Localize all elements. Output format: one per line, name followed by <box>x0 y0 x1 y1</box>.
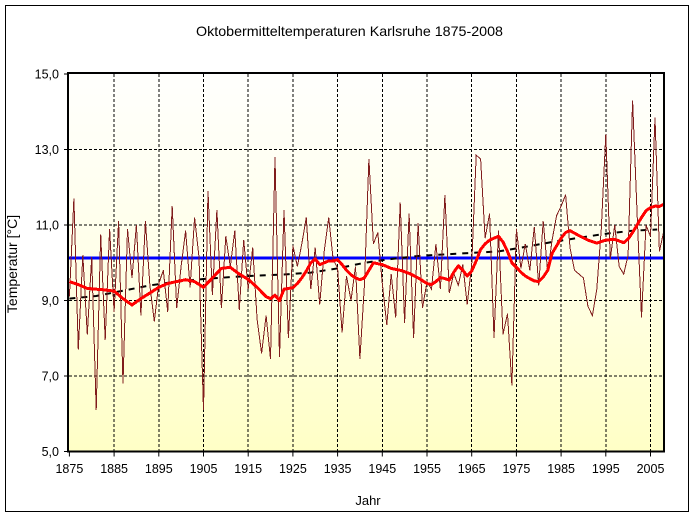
svg-text:1875: 1875 <box>55 462 83 476</box>
svg-text:1985: 1985 <box>547 462 575 476</box>
svg-text:1955: 1955 <box>413 462 441 476</box>
svg-text:5,0: 5,0 <box>42 445 59 459</box>
svg-text:1935: 1935 <box>324 462 352 476</box>
svg-text:1895: 1895 <box>145 462 173 476</box>
svg-text:9,0: 9,0 <box>42 294 59 308</box>
svg-text:13,0: 13,0 <box>35 143 59 157</box>
svg-text:Jahr: Jahr <box>355 493 381 508</box>
svg-text:2005: 2005 <box>637 462 665 476</box>
svg-text:1925: 1925 <box>279 462 307 476</box>
svg-text:1885: 1885 <box>100 462 128 476</box>
svg-text:1905: 1905 <box>190 462 218 476</box>
svg-text:Temperatur [°C]: Temperatur [°C] <box>4 215 20 313</box>
svg-text:1995: 1995 <box>592 462 620 476</box>
svg-text:15,0: 15,0 <box>35 68 59 82</box>
svg-text:7,0: 7,0 <box>42 370 59 384</box>
svg-text:1965: 1965 <box>458 462 486 476</box>
svg-text:1975: 1975 <box>502 462 530 476</box>
svg-text:Oktobermitteltemperaturen Karl: Oktobermitteltemperaturen Karlsruhe 1875… <box>196 23 503 39</box>
svg-text:1915: 1915 <box>234 462 262 476</box>
svg-text:1945: 1945 <box>368 462 396 476</box>
svg-text:11,0: 11,0 <box>36 219 59 233</box>
